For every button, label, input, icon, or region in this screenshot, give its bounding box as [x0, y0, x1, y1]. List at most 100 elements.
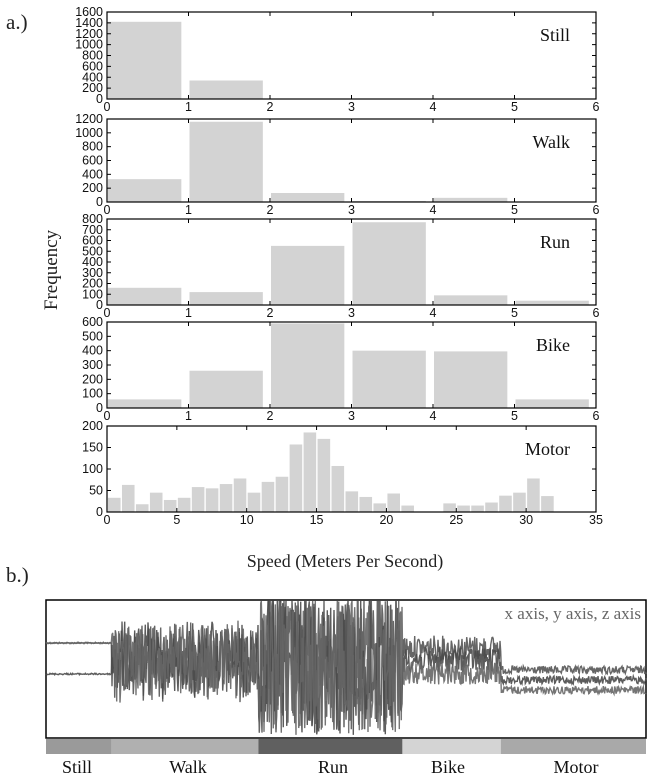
y-tick-label: 400	[82, 167, 103, 181]
panel-title: Motor	[525, 439, 570, 459]
y-tick-label: 600	[82, 315, 103, 329]
y-tick-label: 800	[82, 140, 103, 154]
bar	[108, 21, 182, 100]
segment-label-motor: Motor	[553, 757, 599, 777]
bar	[471, 505, 484, 512]
x-tick-label: 35	[589, 513, 603, 527]
bar	[513, 492, 526, 512]
bar	[177, 497, 191, 512]
y-tick-label: 0	[96, 195, 103, 209]
segment-label-run: Run	[317, 757, 349, 777]
bar	[189, 292, 263, 305]
bar	[163, 499, 177, 512]
y-tick-label: 600	[82, 234, 103, 248]
x-tick-label: 2	[267, 306, 274, 320]
x-axis-label: Speed (Meters Per Second)	[246, 551, 444, 571]
x-tick-label: 5	[511, 100, 518, 114]
segment-label-walk: Walk	[169, 757, 207, 777]
bar	[108, 179, 182, 202]
x-tick-label: 4	[430, 306, 437, 320]
x-tick-label: 3	[348, 100, 355, 114]
segment-label-bike: Bike	[431, 757, 465, 777]
y-tick-label: 600	[82, 154, 103, 168]
activity-segment-motor	[500, 739, 646, 754]
histogram-motor: 0 50 100 150 200 0 5 10 15 20 25 30 35 Motor	[82, 419, 603, 527]
y-tick-label: 200	[82, 277, 103, 291]
bar	[345, 491, 359, 512]
x-tick-label: 2	[267, 409, 274, 423]
x-tick-label: 1	[185, 203, 192, 217]
panel-title: Still	[540, 25, 570, 45]
bar	[205, 488, 219, 512]
y-tick-label: 300	[82, 358, 103, 372]
x-tick-label: 10	[240, 513, 254, 527]
bar	[121, 484, 135, 512]
bar	[108, 497, 121, 512]
y-tick-label: 0	[96, 401, 103, 415]
y-tick-label: 50	[89, 484, 103, 498]
x-tick-label: 4	[430, 203, 437, 217]
x-tick-label: 6	[593, 306, 600, 320]
bar	[443, 503, 456, 512]
bar	[515, 399, 589, 408]
y-tick-label: 1600	[75, 5, 103, 19]
bar	[233, 478, 247, 512]
y-tick-label: 400	[82, 255, 103, 269]
bar	[289, 444, 303, 512]
y-tick-label: 100	[82, 287, 103, 301]
y-tick-label: 0	[96, 298, 103, 312]
bar	[303, 432, 317, 512]
y-tick-label: 200	[82, 419, 103, 433]
x-tick-label: 30	[519, 513, 533, 527]
y-tick-label: 150	[82, 441, 103, 455]
bar	[191, 487, 205, 512]
bar	[189, 80, 263, 99]
bar	[434, 295, 508, 305]
x-tick-label: 6	[593, 100, 600, 114]
bar	[352, 222, 426, 305]
activity-segment-still	[46, 739, 112, 754]
y-tick-label: 100	[82, 387, 103, 401]
bar	[457, 505, 470, 512]
x-tick-label: 4	[430, 409, 437, 423]
activity-segment-bike	[402, 739, 501, 754]
activity-segment-walk	[111, 739, 259, 754]
activity-segment-run	[258, 739, 403, 754]
x-tick-label: 5	[511, 203, 518, 217]
segment-label-still: Still	[61, 757, 93, 777]
y-axis-label: Frequency	[41, 229, 62, 311]
y-tick-label: 300	[82, 266, 103, 280]
signal-trace	[46, 600, 647, 735]
x-tick-label: 1	[185, 306, 192, 320]
bar	[387, 493, 401, 512]
x-tick-label: 0	[104, 203, 111, 217]
bar	[189, 121, 263, 202]
bar	[401, 505, 414, 512]
y-tick-label: 200	[82, 372, 103, 386]
bar	[317, 438, 331, 512]
bar	[527, 478, 540, 512]
bar	[434, 351, 508, 408]
bar	[373, 503, 387, 512]
x-tick-label: 5	[511, 409, 518, 423]
bar	[275, 476, 289, 512]
x-tick-label: 1	[185, 409, 192, 423]
y-tick-label: 1400	[75, 16, 103, 30]
y-tick-label: 200	[82, 181, 103, 195]
y-tick-label: 800	[82, 49, 103, 63]
bar	[108, 287, 182, 305]
bar	[352, 350, 426, 408]
y-tick-label: 1000	[75, 38, 103, 52]
bar	[271, 323, 345, 408]
bar	[135, 504, 149, 512]
bar	[271, 193, 345, 202]
y-tick-label: 0	[96, 92, 103, 106]
x-tick-label: 4	[430, 100, 437, 114]
signal-trace	[45, 600, 647, 735]
x-tick-label: 5	[511, 306, 518, 320]
bar	[219, 484, 233, 512]
